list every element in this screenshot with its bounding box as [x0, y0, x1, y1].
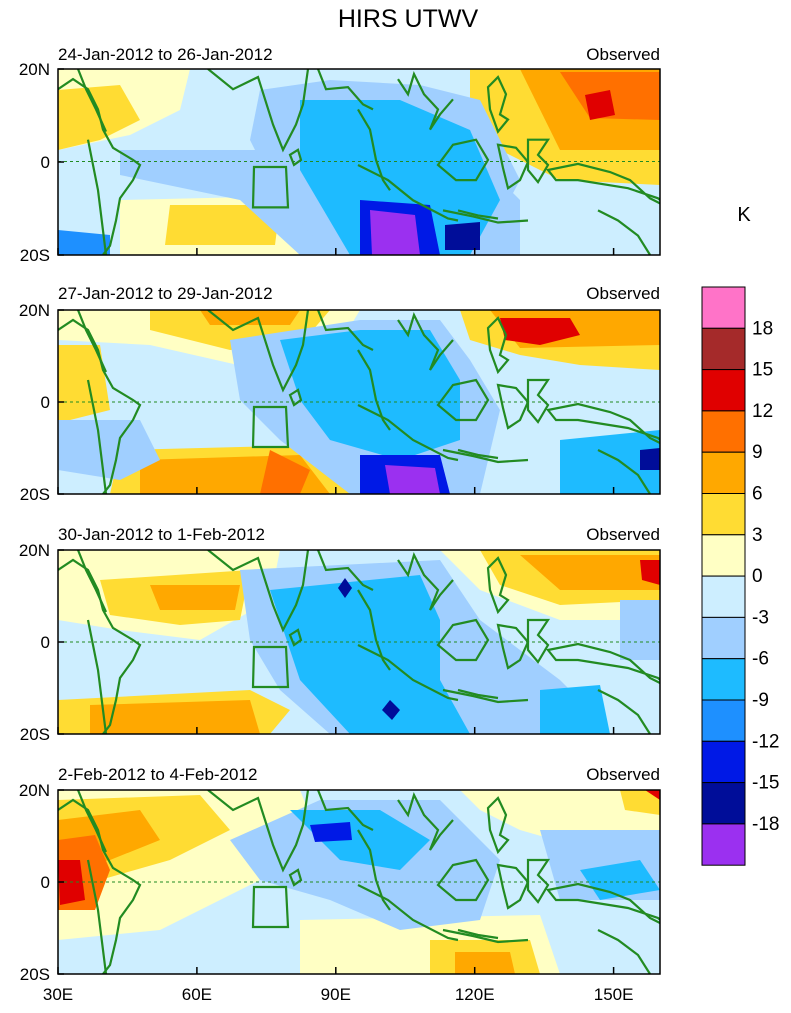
- panel-4-label: Observed: [586, 765, 660, 784]
- map-panel-1: 24-Jan-2012 to 26-Jan-2012 Observed: [19, 45, 661, 265]
- colorbar-label: 0: [752, 566, 763, 587]
- panel-2-ticks: [57, 309, 615, 495]
- panel-2-date-range: 27-Jan-2012 to 29-Jan-2012: [58, 284, 273, 303]
- colorbar-label: 15: [752, 360, 773, 381]
- panel-1-label: Observed: [586, 45, 660, 64]
- panel-4-ytick-20s: 20S: [20, 965, 50, 984]
- colorbar-label: -3: [752, 607, 769, 628]
- colorbar-label: -9: [752, 690, 769, 711]
- colorbar-swatch: [701, 740, 746, 784]
- x-axis-labels: 30E 60E 90E 120E 150E: [43, 985, 634, 1004]
- units-label: K: [737, 204, 751, 226]
- panel-3-label: Observed: [586, 525, 660, 544]
- colorbar-swatch: [701, 410, 746, 453]
- colorbar-swatch: [701, 699, 746, 742]
- panel-1-date-range: 24-Jan-2012 to 26-Jan-2012: [58, 45, 273, 64]
- panel-4-ytick-20n: 20N: [19, 781, 50, 800]
- xtick-30e: 30E: [43, 985, 73, 1004]
- colorbar-swatch: [701, 658, 746, 701]
- colorbar-swatch: [701, 369, 746, 412]
- panel-4-field: [58, 790, 660, 974]
- panel-1-ticks: [57, 68, 615, 256]
- map-panel-3: 30-Jan-2012 to 1-Feb-2012 Observed: [19, 525, 661, 744]
- colorbar-swatch: [701, 493, 746, 536]
- xtick-120e: 120E: [455, 985, 495, 1004]
- panel-1-ytick-20n: 20N: [19, 60, 50, 79]
- panel-3-ytick-20s: 20S: [20, 725, 50, 744]
- panel-2-ytick-0: 0: [41, 393, 50, 412]
- colorbar-label: 18: [752, 318, 773, 339]
- panel-1-field: [58, 69, 660, 255]
- panel-3-ticks: [57, 549, 615, 735]
- panel-2-field: [58, 310, 660, 494]
- colorbar-label: 9: [752, 442, 763, 463]
- panel-2-label: Observed: [586, 284, 660, 303]
- panel-2-ytick-20s: 20S: [20, 485, 50, 504]
- xtick-90e: 90E: [321, 985, 351, 1004]
- panel-3-field: [58, 550, 660, 734]
- panel-3-ytick-20n: 20N: [19, 541, 50, 560]
- panel-3-ytick-0: 0: [41, 633, 50, 652]
- colorbar-swatch: [701, 534, 746, 577]
- colorbar-label: -12: [752, 731, 779, 752]
- colorbar-swatch: [701, 616, 746, 660]
- panel-4-date-range: 2-Feb-2012 to 4-Feb-2012: [58, 765, 257, 784]
- colorbar-swatch: [701, 782, 746, 825]
- colorbar: 18 15 12 9 6 3 0 -3 -6 -9 -12 -15 -18: [701, 286, 779, 866]
- xtick-60e: 60E: [182, 985, 212, 1004]
- colorbar-swatch: [701, 823, 746, 866]
- colorbar-swatch: [701, 575, 746, 618]
- panel-1-ytick-20s: 20S: [20, 246, 50, 265]
- panel-3-date-range: 30-Jan-2012 to 1-Feb-2012: [58, 525, 265, 544]
- map-panel-2: 27-Jan-2012 to 29-Jan-2012 Observed: [19, 284, 661, 504]
- panel-4-ticks: [57, 789, 615, 975]
- colorbar-label: -18: [752, 814, 779, 835]
- figure-title: HIRS UTWV: [338, 5, 479, 33]
- panel-2-ytick-20n: 20N: [19, 301, 50, 320]
- colorbar-label: 12: [752, 401, 773, 422]
- colorbar-label: -15: [752, 773, 779, 794]
- colorbar-label: 3: [752, 525, 763, 546]
- xtick-150e: 150E: [594, 985, 634, 1004]
- colorbar-label: 6: [752, 484, 763, 505]
- map-panel-4: 2-Feb-2012 to 4-Feb-2012 Observed: [19, 765, 661, 984]
- colorbar-swatch: [701, 451, 746, 495]
- panel-1-ytick-0: 0: [41, 153, 50, 172]
- panel-4-ytick-0: 0: [41, 873, 50, 892]
- colorbar-swatch: [701, 286, 746, 329]
- colorbar-label: -6: [752, 649, 769, 670]
- colorbar-swatch: [701, 327, 746, 371]
